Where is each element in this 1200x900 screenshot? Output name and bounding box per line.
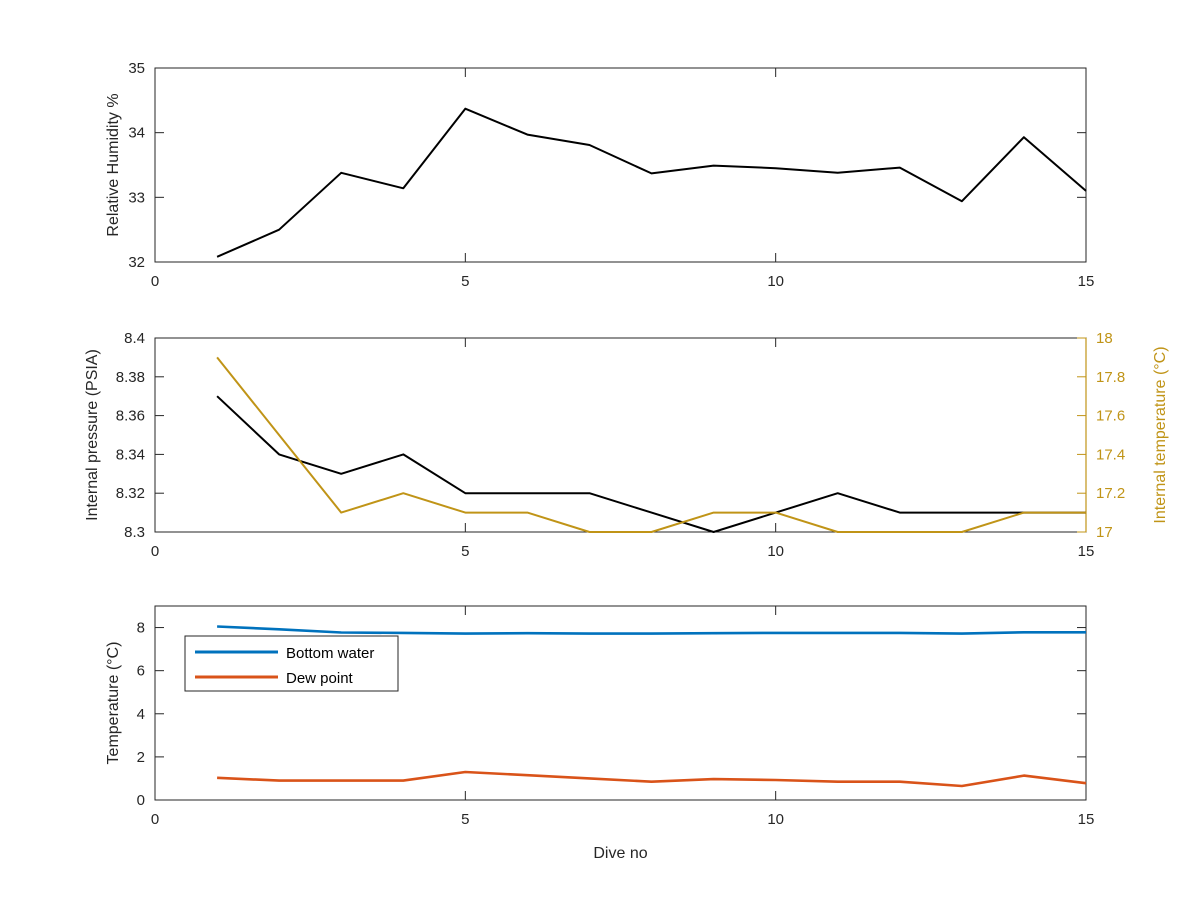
- y-right-tick-label: 17: [1096, 524, 1113, 541]
- x-tick-label: 0: [151, 273, 159, 290]
- y-tick-label: 33: [128, 189, 145, 206]
- chart-panel-3: 0 5 10 15 0 2 4 6 8 Temperature (°C) Dive no Bottom…: [105, 605, 1095, 862]
- y-right-tick-label: 17.6: [1096, 408, 1125, 425]
- y-tick-label: 34: [128, 125, 145, 142]
- plot-frame: [154, 605, 1087, 801]
- legend-label: Bottom water: [286, 645, 374, 662]
- y-axis-label: Relative Humidity %: [105, 93, 122, 236]
- y-right-axis-label: Internal temperature (°C): [1152, 346, 1169, 523]
- chart-panel-1: 0 5 10 15 32 33 34 35 Relative Humidity %: [105, 60, 1094, 290]
- x-tick-label: 0: [151, 543, 159, 560]
- y-tick-label: 8.34: [116, 446, 145, 463]
- x-tick-label: 5: [461, 811, 469, 828]
- y-tick-label: 8.4: [124, 330, 145, 347]
- x-tick-label: 15: [1078, 543, 1095, 560]
- series-line-1: [216, 107, 1087, 258]
- y-tick-label: 6: [137, 663, 145, 680]
- y-tick-label: 8: [137, 620, 145, 637]
- plot-frame: [154, 67, 1087, 263]
- legend-label: Dew point: [286, 670, 354, 687]
- x-tick-label: 5: [461, 543, 469, 560]
- y-right-tick-label: 17.8: [1096, 369, 1125, 386]
- series-line-2: [216, 356, 1086, 533]
- y-right-tick-label: 17.4: [1096, 446, 1125, 463]
- x-tick-label: 15: [1078, 811, 1095, 828]
- y-right-tick-label: 17.2: [1096, 485, 1125, 502]
- y-tick-label: 8.38: [116, 369, 145, 386]
- y-axis-label: Temperature (°C): [105, 642, 122, 765]
- y-tick-label: 2: [137, 749, 145, 766]
- y-axis-label: Internal pressure (PSIA): [84, 349, 101, 521]
- series-line-1: [217, 625, 1086, 635]
- x-tick-label: 10: [767, 273, 784, 290]
- y-tick-label: 32: [128, 254, 145, 271]
- y-tick-label: 0: [137, 792, 145, 809]
- x-tick-label: 10: [767, 543, 784, 560]
- x-axis-label: Dive no: [593, 845, 647, 862]
- x-tick-label: 0: [151, 811, 159, 828]
- x-tick-label: 10: [767, 811, 784, 828]
- y-tick-label: 8.3: [124, 524, 145, 541]
- legend-box: [184, 635, 399, 692]
- series-line-2: [217, 770, 1087, 788]
- x-tick-label: 15: [1078, 273, 1095, 290]
- y-right-tick-label: 18: [1096, 330, 1113, 347]
- series-line-1: [216, 395, 1086, 533]
- y-tick-label: 4: [137, 706, 145, 723]
- y-tick-label: 35: [128, 60, 145, 77]
- x-tick-label: 5: [461, 273, 469, 290]
- chart-panel-2: 0 5 10 15 8.3 8.32 8.34 8.36 8.38 8.4 17 17.2 17.4 17…: [84, 330, 1169, 560]
- y-tick-label: 8.36: [116, 408, 145, 425]
- legend: Bottom water Dew point: [184, 635, 399, 692]
- y-tick-label: 8.32: [116, 485, 145, 502]
